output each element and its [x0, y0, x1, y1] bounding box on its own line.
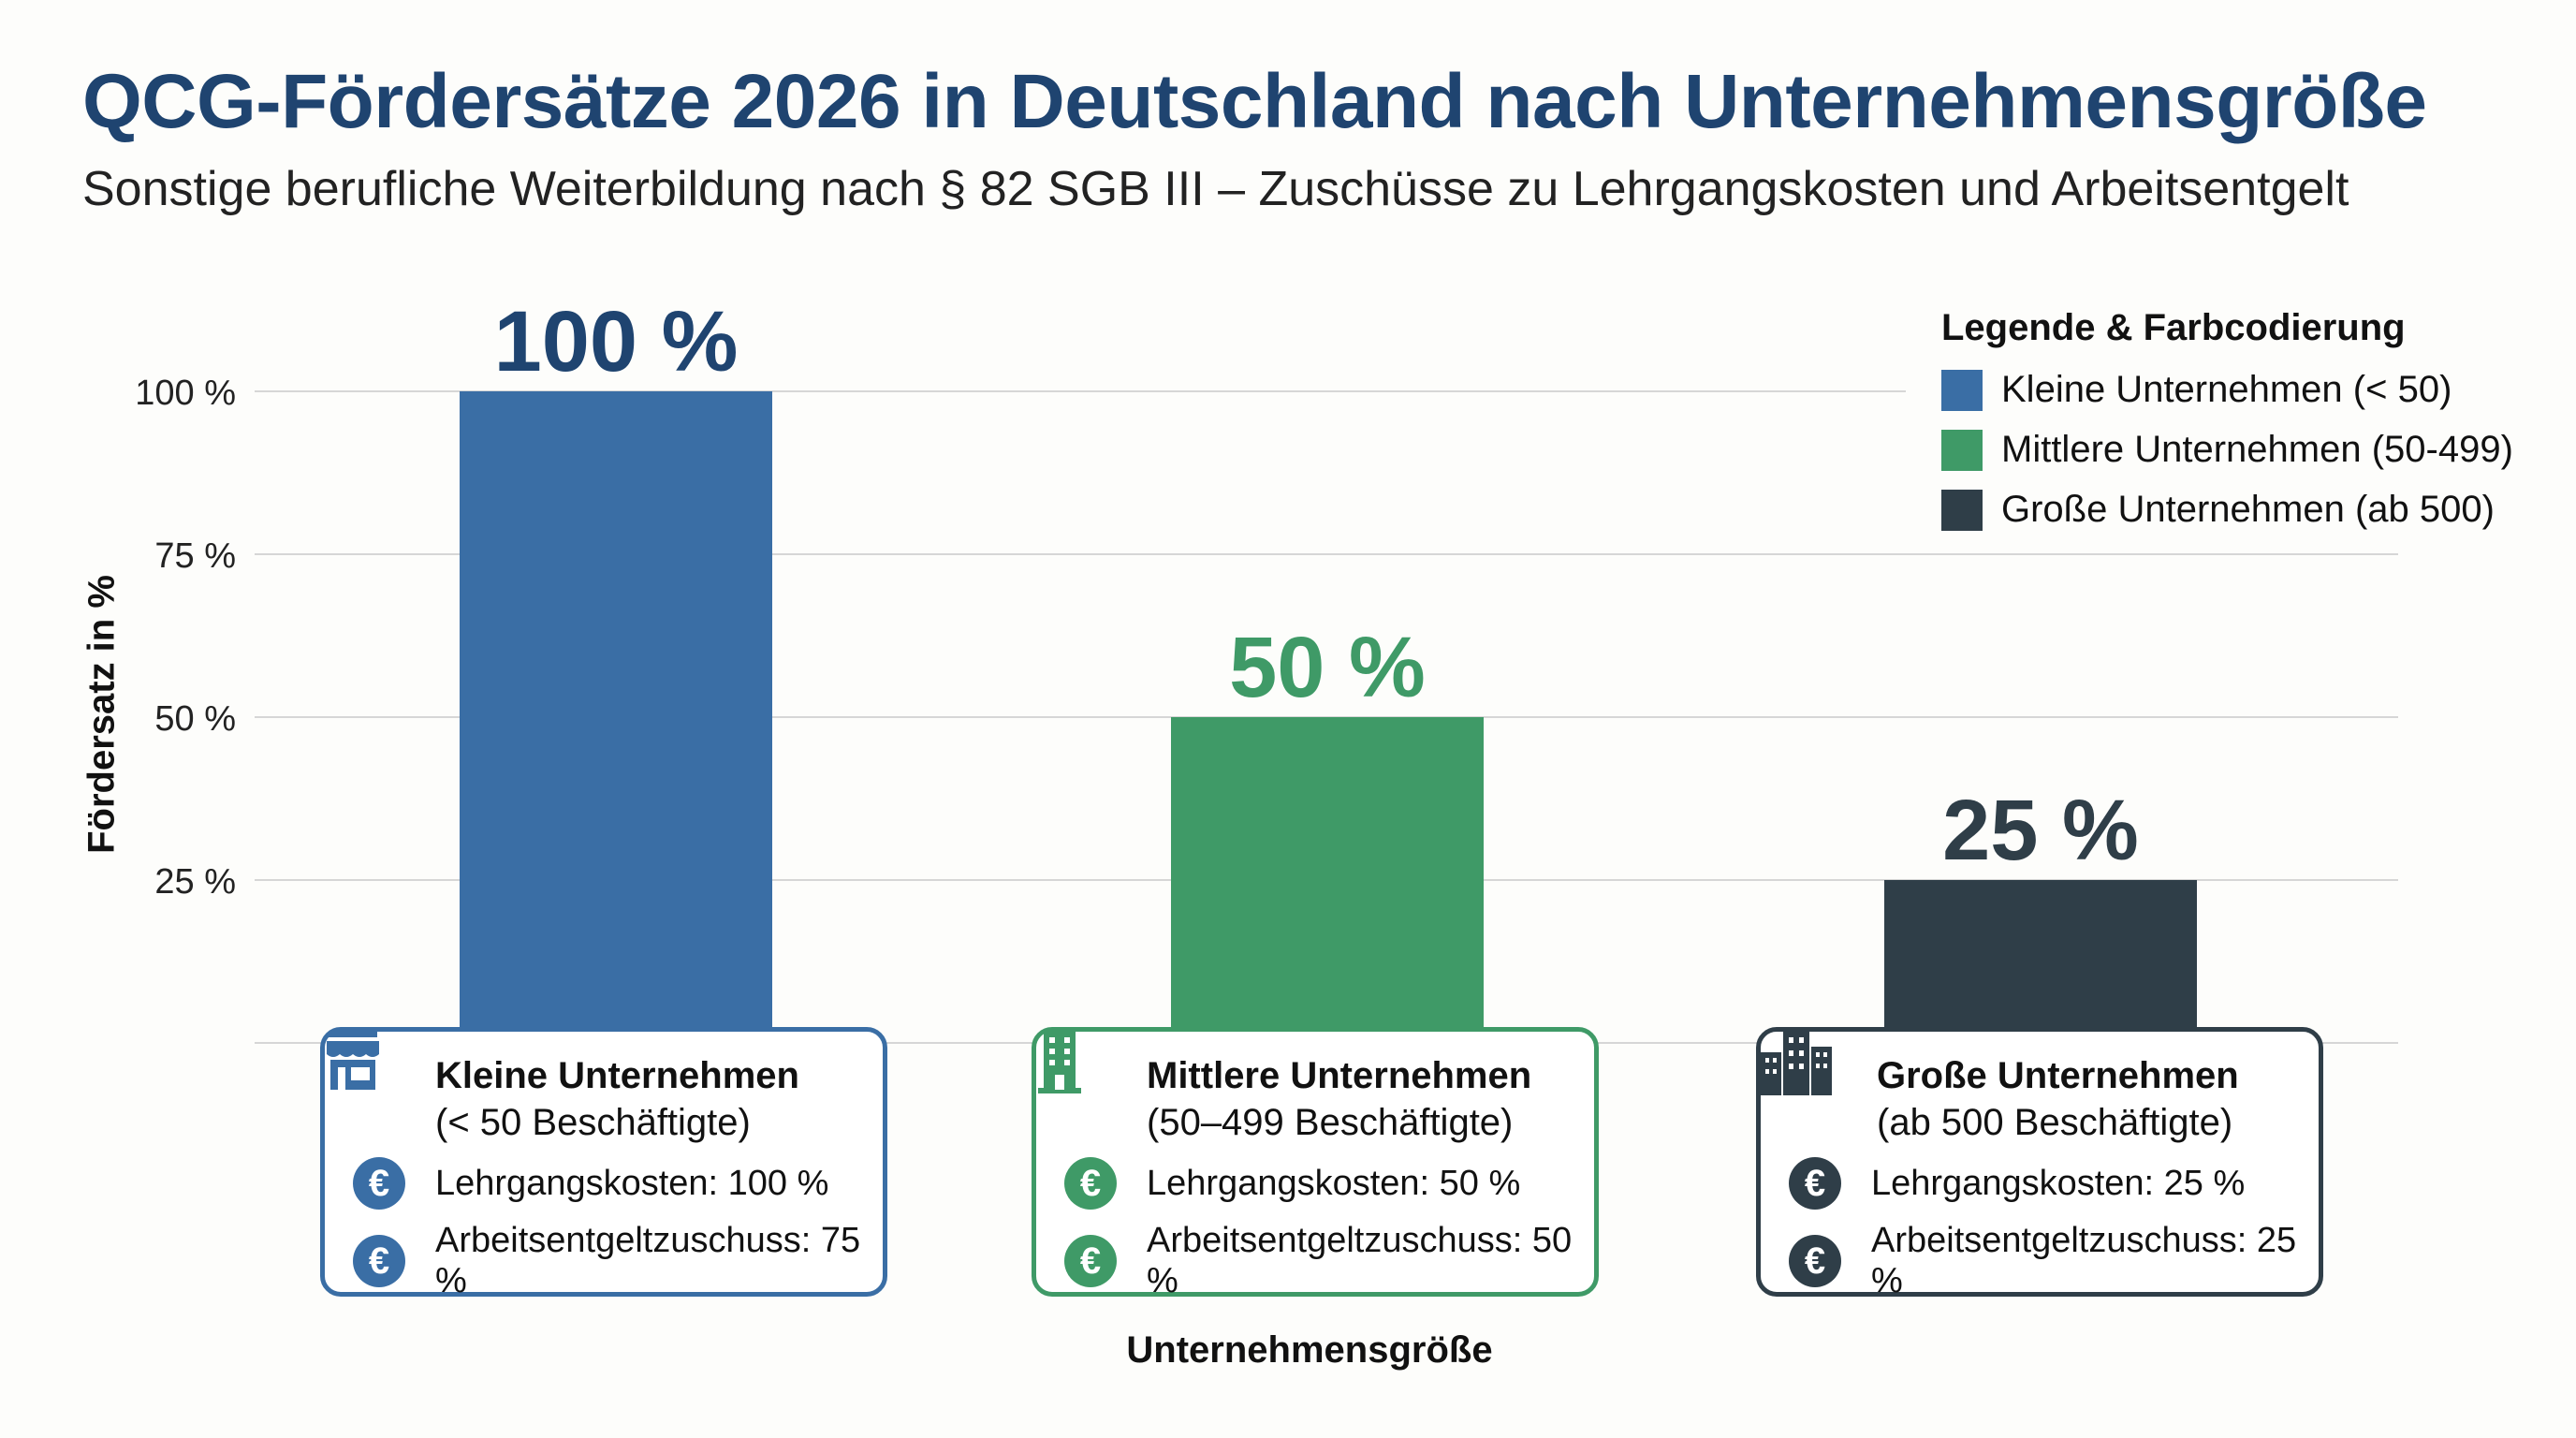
chart-subtitle: Sonstige berufliche Weiterbildung nach §…: [82, 162, 2349, 216]
euro-icon: €: [353, 1235, 405, 1287]
building-icon: [1038, 1032, 1120, 1127]
euro-icon: €: [1064, 1235, 1117, 1287]
y-tick-label: 50 %: [154, 699, 236, 739]
euro-icon: €: [353, 1157, 405, 1210]
wage-subsidy: Arbeitsentgeltzuschuss: 75 %: [435, 1221, 861, 1300]
bar-2: [1171, 717, 1484, 1043]
card-subtitle: (< 50 Beschäftigte): [435, 1102, 751, 1143]
card-subtitle: (ab 500 Beschäftigte): [1877, 1102, 2233, 1143]
bar-1: [460, 391, 772, 1043]
legend-swatch: [1941, 429, 1983, 471]
legend-item-large: Große Unternehmen (ab 500): [1941, 489, 2495, 531]
legend-swatch: [1941, 489, 1983, 531]
card-small-companies: Kleine Unternehmen (< 50 Beschäftigte) € L…: [320, 1027, 887, 1300]
chart-title: QCG-Fördersätze 2026 in Deutschland nach…: [82, 59, 2427, 144]
city-buildings-icon: [1761, 1032, 1860, 1127]
legend-label: Mittlere Unternehmen (50-499): [2001, 429, 2513, 470]
y-axis-label: Fördersatz in %: [80, 575, 123, 854]
course-costs: Lehrgangskosten: 50 %: [1147, 1163, 1521, 1203]
course-costs: Lehrgangskosten: 100 %: [435, 1163, 829, 1203]
euro-icon: €: [1064, 1157, 1117, 1210]
card-title: Mittlere Unternehmen: [1147, 1055, 1532, 1096]
x-axis-label: Unternehmensgröße: [1126, 1329, 1493, 1371]
wage-subsidy: Arbeitsentgeltzuschuss: 25 %: [1871, 1221, 2297, 1300]
euro-icon: €: [1789, 1235, 1841, 1287]
legend-title: Legende & Farbcodierung: [1941, 307, 2406, 348]
bar-3: [1884, 880, 2197, 1043]
legend-item-small: Kleine Unternehmen (< 50): [1941, 369, 2452, 411]
store-icon: [327, 1032, 409, 1127]
y-tick-label: 100 %: [135, 374, 236, 413]
card-subtitle: (50–499 Beschäftigte): [1147, 1102, 1514, 1143]
y-tick-label: 75 %: [154, 536, 236, 576]
data-label: 25 %: [1942, 783, 2139, 878]
card-large-companies: Große Unternehmen (ab 500 Beschäftigte) €…: [1756, 1027, 2323, 1300]
y-tick-label: 25 %: [154, 862, 236, 902]
data-label: 50 %: [1229, 620, 1426, 715]
data-label: 100 %: [494, 294, 739, 389]
legend-item-medium: Mittlere Unternehmen (50-499): [1941, 429, 2513, 471]
course-costs: Lehrgangskosten: 25 %: [1871, 1163, 2246, 1203]
euro-icon: €: [1789, 1157, 1841, 1210]
card-title: Kleine Unternehmen: [435, 1055, 799, 1096]
card-title: Große Unternehmen: [1877, 1055, 2239, 1096]
legend-label: Große Unternehmen (ab 500): [2001, 489, 2495, 530]
wage-subsidy: Arbeitsentgeltzuschuss: 50 %: [1147, 1221, 1573, 1300]
legend-swatch: [1941, 369, 1983, 411]
legend-label: Kleine Unternehmen (< 50): [2001, 369, 2452, 410]
card-medium-companies: Mittlere Unternehmen (50–499 Beschäftigte…: [1032, 1027, 1599, 1300]
